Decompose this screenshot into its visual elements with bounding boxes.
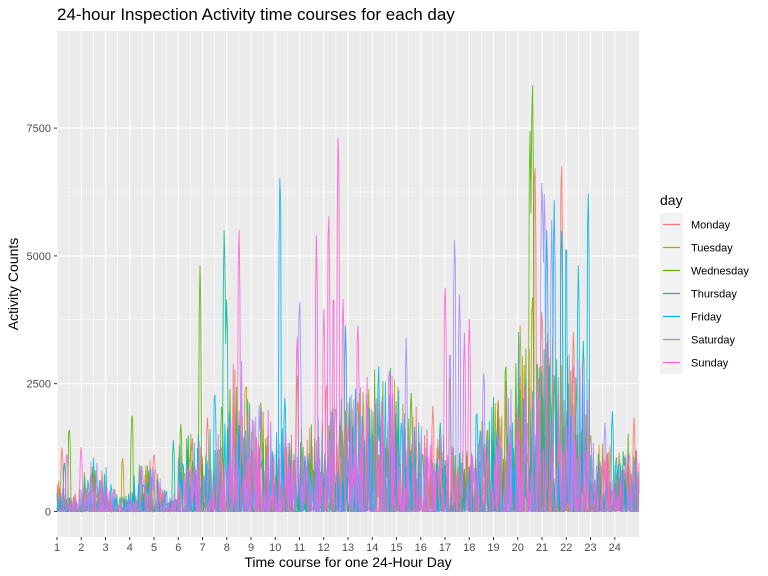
x-tick-label: 15	[390, 542, 402, 554]
x-tick-label: 20	[512, 542, 524, 554]
x-axis: 1 2 3 4 5 6 7 8 9 10 11 12 13 14 15 16 17 18 19 20 21 22 23 24	[54, 537, 621, 554]
x-tick-label: 7	[199, 542, 205, 554]
x-tick-label: 21	[536, 542, 548, 554]
series-line-saturday	[57, 182, 640, 514]
y-tick-label: 0	[45, 506, 51, 518]
legend-label-tuesday: Tuesday	[691, 243, 733, 255]
series-layer	[56, 85, 640, 514]
x-axis-title: Time course for one 24-Hour Day	[244, 554, 451, 570]
legend-label-wednesday: Wednesday	[691, 266, 749, 278]
x-tick-label: 8	[224, 542, 230, 554]
y-tick-label: 5000	[27, 251, 51, 263]
x-tick-label: 5	[151, 542, 157, 554]
legend-label-sunday: Sunday	[691, 358, 729, 370]
legend-label-thursday: Thursday	[691, 289, 737, 301]
legend-label-saturday: Saturday	[691, 335, 736, 347]
series-line-sunday	[56, 137, 640, 513]
x-tick-label: 23	[584, 542, 596, 554]
series-line-monday	[56, 166, 640, 513]
x-tick-label: 9	[248, 542, 254, 554]
y-tick-label: 2500	[27, 379, 51, 391]
x-tick-label: 1	[54, 542, 60, 554]
y-axis: 0 2500 5000 7500	[27, 123, 57, 518]
x-tick-label: 16	[415, 542, 427, 554]
y-tick-label: 7500	[27, 123, 51, 135]
x-tick-label: 13	[342, 542, 354, 554]
x-tick-label: 11	[294, 542, 305, 554]
x-tick-label: 10	[269, 542, 281, 554]
x-tick-label: 6	[175, 542, 181, 554]
x-tick-label: 12	[318, 542, 330, 554]
x-tick-label: 19	[487, 542, 499, 554]
y-axis-title: Activity Counts	[5, 238, 21, 331]
x-tick-label: 24	[609, 542, 621, 554]
legend-title: day	[660, 192, 683, 208]
x-tick-label: 4	[127, 542, 133, 554]
x-tick-label: 14	[366, 542, 378, 554]
x-tick-label: 17	[439, 542, 451, 554]
legend: day Monday Tuesday Wednesday Thursday Friday…	[660, 192, 749, 374]
x-tick-label: 3	[102, 542, 108, 554]
x-tick-label: 22	[560, 542, 572, 554]
x-tick-label: 18	[463, 542, 475, 554]
legend-label-monday: Monday	[691, 220, 731, 232]
legend-label-friday: Friday	[691, 312, 722, 324]
x-tick-label: 2	[78, 542, 84, 554]
chart-title: 24-hour Inspection Activity time courses…	[57, 5, 455, 24]
